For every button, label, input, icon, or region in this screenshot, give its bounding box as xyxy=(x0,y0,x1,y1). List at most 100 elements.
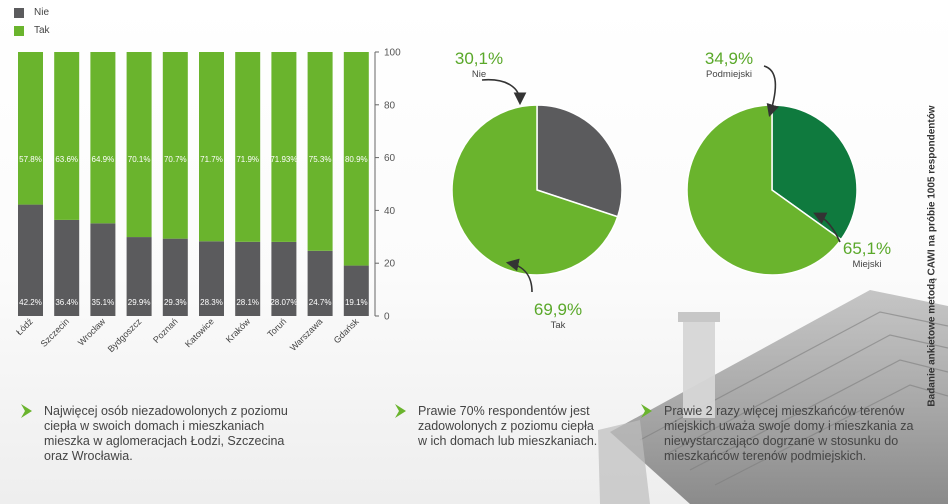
data-label-nie: 28.3% xyxy=(200,298,223,307)
bar-nie xyxy=(54,219,80,316)
note-1-line-1: Najwięcej osób niezadowolonych z poziomu xyxy=(44,404,288,418)
pie-value-label: 30,1% xyxy=(455,49,503,68)
data-label-nie: 35.1% xyxy=(92,298,115,307)
pie-value-label: 69,9% xyxy=(534,300,582,319)
data-label-tak: 64.9% xyxy=(92,155,115,164)
data-label-nie: 28.07% xyxy=(270,298,297,307)
side-note: Badanie ankietowe metodą CAWI na próbie … xyxy=(921,12,943,500)
data-label-nie: 28.1% xyxy=(236,298,259,307)
bar-nie xyxy=(90,223,116,316)
x-tick-label: Łódź xyxy=(14,316,35,337)
data-label-tak: 70.7% xyxy=(164,155,187,164)
y-tick-label: 0 xyxy=(384,312,390,323)
note-2-line-3: w ich domach lub mieszkaniach. xyxy=(418,434,598,448)
bar-tak xyxy=(126,52,152,238)
y-tick-label: 20 xyxy=(384,259,396,270)
pie-chart-satisfaction: 30,1%Nie 69,9%Tak xyxy=(451,49,623,331)
pie-slice-miejski xyxy=(686,104,843,276)
note-3: Prawie 2 razy więcej mieszkańców terenów… xyxy=(641,404,914,464)
data-label-nie: 42.2% xyxy=(19,298,42,307)
pie-slice-tak xyxy=(451,104,619,276)
bar-nie xyxy=(307,250,333,316)
note-1-line-4: oraz Wrocławia. xyxy=(44,449,133,463)
note-3-line-2: miejskich uważa swoje domy i mieszkania … xyxy=(664,419,914,433)
data-label-tak: 71.93% xyxy=(270,155,297,164)
bar-tak xyxy=(90,52,116,224)
y-tick-label: 60 xyxy=(384,153,396,164)
y-tick-label: 100 xyxy=(384,48,401,59)
data-label-tak: 80.9% xyxy=(345,155,368,164)
data-label-nie: 36.4% xyxy=(55,298,78,307)
note-3-line-4: mieszkańców terenów podmiejskich. xyxy=(664,449,867,463)
pie-category-label: Podmiejski xyxy=(706,69,752,80)
bar-tak xyxy=(54,52,80,220)
callout-arrow-icon xyxy=(481,78,527,106)
pie-slice-podmiejski xyxy=(771,104,858,241)
data-label-nie: 24.7% xyxy=(309,298,332,307)
x-tick-label: Katowice xyxy=(183,316,216,349)
callout-arrow-icon xyxy=(505,258,533,293)
pie-chart-area: 34,9%Podmiejski 65,1%Miejski xyxy=(686,49,891,276)
data-label-tak: 70.1% xyxy=(128,155,151,164)
data-label-tak: 57.8% xyxy=(19,155,42,164)
data-label-tak: 63.6% xyxy=(55,155,78,164)
data-label-tak: 71.7% xyxy=(200,155,223,164)
legend-item-no: Nie xyxy=(14,7,49,18)
note-2-line-1: Prawie 70% respondentów jest xyxy=(418,404,590,418)
y-tick-label: 40 xyxy=(384,206,396,217)
bar-tak xyxy=(199,52,224,242)
bar-tak xyxy=(235,52,261,242)
pie-slice-nie xyxy=(536,104,623,218)
callout-arrow-icon xyxy=(763,65,779,118)
bar-tak xyxy=(162,52,188,239)
pie-category-label: Miejski xyxy=(852,259,881,270)
bar-tak xyxy=(18,52,43,205)
chevron-right-icon xyxy=(641,404,652,418)
legend-item-yes: Tak xyxy=(14,25,50,36)
note-2: Prawie 70% respondentów jest zadowolonyc… xyxy=(395,404,598,449)
note-1-line-2: ciepła w swoich domach i mieszkaniach xyxy=(44,419,265,433)
bar-nie xyxy=(343,265,369,316)
bar-nie xyxy=(271,241,297,316)
chevron-right-icon xyxy=(21,404,32,418)
data-label-tak: 75.3% xyxy=(309,155,332,164)
pie-value-label: 34,9% xyxy=(705,49,753,68)
pie-category-label: Tak xyxy=(551,320,566,331)
legend-swatch-yes xyxy=(14,25,24,36)
chevron-right-icon xyxy=(395,404,406,418)
data-label-nie: 19.1% xyxy=(345,298,368,307)
legend-swatch-no xyxy=(14,7,24,18)
x-tick-label: Toruń xyxy=(265,316,288,339)
y-tick-label: 80 xyxy=(384,100,396,111)
data-label-nie: 29.3% xyxy=(164,298,187,307)
data-label-tak: 71.9% xyxy=(236,155,259,164)
pie-category-label: Nie xyxy=(472,69,486,80)
bar-nie xyxy=(126,237,152,316)
note-3-line-3: niewystarczająco dogrzane w stosunku do xyxy=(664,434,899,448)
x-tick-label: Gdańsk xyxy=(332,316,361,345)
bar-nie xyxy=(199,241,224,316)
pie-value-label: 65,1% xyxy=(843,239,891,258)
note-3-line-1: Prawie 2 razy więcej mieszkańców terenów xyxy=(664,404,905,418)
data-label-nie: 29.9% xyxy=(128,298,151,307)
bar-tak xyxy=(271,52,297,242)
note-1-line-3: mieszka w aglomeracjach Łodzi, Szczecina xyxy=(44,434,285,448)
x-tick-label: Bydgoszcz xyxy=(106,316,144,354)
side-note-text: Badanie ankietowe metodą CAWI na próbie … xyxy=(926,105,938,407)
note-2-line-2: zadowolonych z poziomu ciepła xyxy=(418,419,594,433)
legend-label-yes: Tak xyxy=(34,25,50,36)
x-tick-label: Warszawa xyxy=(288,316,325,353)
x-tick-label: Kraków xyxy=(224,316,253,345)
bar-tak xyxy=(307,52,333,251)
legend-label-no: Nie xyxy=(34,7,50,18)
bar-tak xyxy=(343,52,369,266)
note-1: Najwięcej osób niezadowolonych z poziomu… xyxy=(21,404,288,464)
stacked-bar-chart: 0 20 40 60 80 100 57.8% 42.2% Łódź 63.6% 36.4% Szcz… xyxy=(14,48,401,355)
bar-nie xyxy=(18,204,43,316)
x-tick-label: Wrocław xyxy=(76,316,108,348)
callout-arrow-icon xyxy=(813,212,841,243)
bar-nie xyxy=(235,241,261,316)
x-tick-label: Poznań xyxy=(151,316,180,345)
bar-nie xyxy=(162,238,188,316)
